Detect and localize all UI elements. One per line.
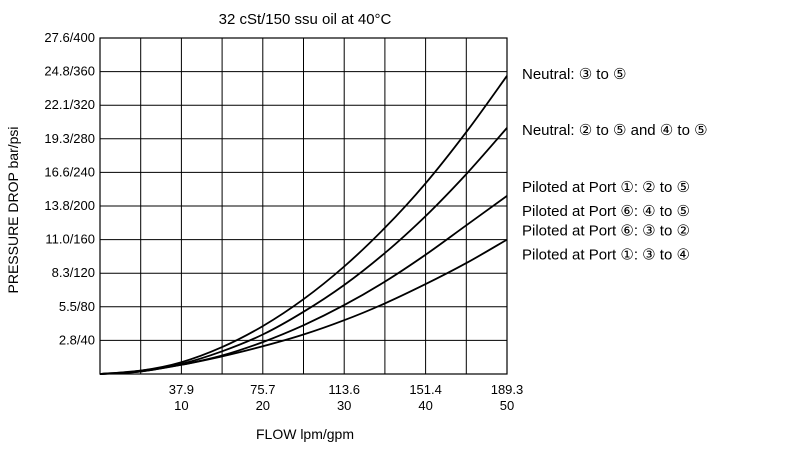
x-tick-label-gpm: 30 (337, 398, 351, 413)
series-label-layer: Neutral: ③ to ⑤ Neutral: ② to ⑤ and ④ to … (522, 66, 708, 264)
series-label: Piloted at Port ⑥: ④ to ⑤ (522, 203, 690, 220)
y-tick-label: 22.1/320 (44, 97, 95, 112)
series-label: Piloted at Port ⑥: ③ to ② (522, 223, 690, 240)
x-tick-label-lpm: 37.9 (169, 382, 194, 397)
series-label: Neutral: ② to ⑤ and ④ to ⑤ (522, 122, 708, 139)
series-layer (99, 75, 508, 375)
y-tick-label: 24.8/360 (44, 64, 95, 79)
y-tick-label: 11.0/160 (45, 232, 95, 247)
x-tick-label-gpm: 10 (174, 398, 188, 413)
x-tick-label-gpm: 40 (418, 398, 432, 413)
y-tick-label: 27.6/400 (44, 30, 95, 45)
x-tick-label-gpm: 20 (256, 398, 270, 413)
x-tick-label-lpm: 189.3 (491, 382, 524, 397)
x-tick-label-lpm: 113.6 (328, 382, 360, 397)
series-label: Neutral: ③ to ⑤ (522, 66, 626, 83)
y-tick-label: 16.6/240 (44, 164, 95, 179)
y-tick-label: 2.8/40 (59, 332, 95, 347)
y-tick-label: 13.8/200 (44, 198, 95, 213)
y-tick-label: 19.3/280 (44, 131, 95, 146)
series-line-1 (99, 75, 508, 375)
grid-layer (99, 37, 508, 375)
series-label: Piloted at Port ①: ② to ⑤ (522, 179, 690, 196)
y-axis-label: PRESSURE DROP bar/psi (5, 126, 21, 293)
x-tick-label-gpm: 50 (500, 398, 514, 413)
chart-title: 32 cSt/150 ssu oil at 40°C (219, 11, 392, 28)
x-axis-label: FLOW lpm/gpm (256, 426, 354, 442)
series-line-4 (99, 238, 508, 375)
y-tick-label: 5.5/80 (59, 299, 95, 314)
series-label: Piloted at Port ①: ③ to ④ (522, 247, 690, 264)
x-tick-label-lpm: 75.7 (250, 382, 275, 397)
tick-layer: 2.8/40 5.5/80 8.3/120 11.0/160 13.8/200 16.6/… (44, 30, 523, 413)
y-tick-label: 8.3/120 (52, 265, 95, 280)
x-tick-label-lpm: 151.4 (409, 382, 442, 397)
